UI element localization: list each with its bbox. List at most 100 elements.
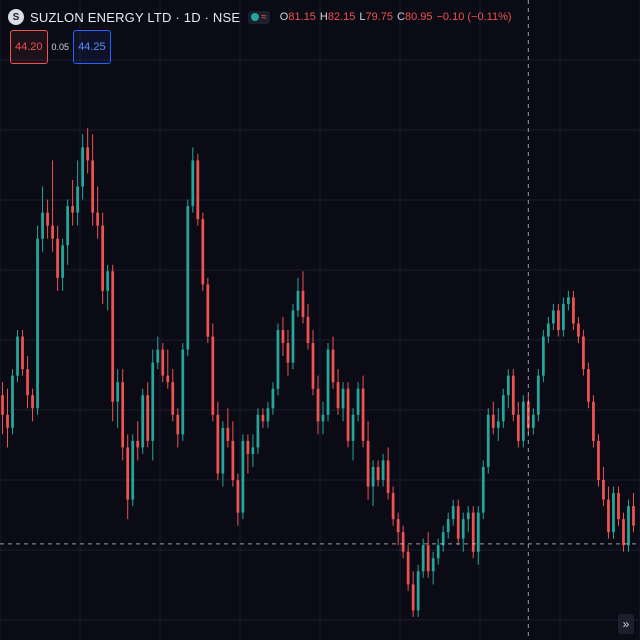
candle-body bbox=[461, 519, 465, 539]
candle bbox=[607, 486, 610, 539]
candle-body bbox=[231, 440, 235, 480]
candle bbox=[51, 160, 54, 252]
candle-body bbox=[256, 414, 260, 448]
candle-body bbox=[41, 212, 44, 239]
candle bbox=[577, 316, 580, 344]
candle-body bbox=[31, 395, 34, 409]
candle bbox=[551, 303, 555, 330]
candle-body bbox=[416, 571, 420, 611]
candle-body bbox=[156, 349, 160, 363]
candle bbox=[431, 551, 435, 585]
sell-button[interactable]: 44.20 bbox=[10, 30, 48, 64]
candle-body bbox=[251, 447, 255, 454]
candle-body bbox=[161, 349, 165, 376]
candle-body bbox=[21, 336, 24, 370]
candle bbox=[582, 330, 585, 376]
candle-body bbox=[562, 303, 565, 330]
candle bbox=[161, 343, 165, 383]
candle-body bbox=[501, 395, 505, 422]
candle bbox=[96, 186, 100, 239]
candle bbox=[216, 401, 220, 480]
candle bbox=[521, 395, 525, 448]
candle-body bbox=[241, 440, 245, 513]
candle-body bbox=[386, 460, 390, 494]
candle-body bbox=[451, 506, 455, 520]
candle bbox=[361, 375, 365, 448]
candle bbox=[321, 401, 325, 435]
candle bbox=[406, 545, 410, 591]
candle-body bbox=[296, 290, 300, 311]
candle bbox=[416, 564, 420, 617]
candle-body bbox=[516, 414, 520, 441]
ohlc-open: O81.15 bbox=[279, 11, 316, 23]
candle bbox=[421, 538, 425, 578]
candle-body bbox=[101, 225, 105, 291]
candle bbox=[46, 199, 49, 239]
candle bbox=[356, 382, 360, 422]
candle-body bbox=[86, 147, 90, 161]
status-wave-icon: ≈ bbox=[261, 11, 267, 23]
candle-body bbox=[421, 545, 425, 572]
candle bbox=[311, 330, 315, 396]
candle-body bbox=[236, 480, 240, 513]
candle bbox=[351, 408, 355, 461]
scroll-to-realtime-button[interactable]: » bbox=[618, 614, 634, 634]
candle-body bbox=[371, 466, 375, 487]
symbol-title[interactable]: SUZLON ENERGY LTD · 1D · NSE bbox=[30, 9, 241, 25]
candle bbox=[541, 330, 545, 383]
candle bbox=[101, 212, 105, 304]
candle bbox=[326, 343, 330, 422]
candle bbox=[11, 369, 14, 435]
candle bbox=[291, 303, 295, 370]
candle-body bbox=[186, 206, 190, 350]
candle bbox=[331, 336, 335, 389]
candle bbox=[306, 303, 310, 350]
candle-body bbox=[276, 330, 280, 389]
candle bbox=[226, 408, 230, 448]
candle-body bbox=[116, 382, 120, 402]
candle bbox=[276, 323, 280, 396]
candle-body bbox=[592, 401, 595, 441]
candle-body bbox=[361, 388, 365, 441]
candle bbox=[26, 356, 29, 409]
candle bbox=[186, 199, 190, 357]
candle bbox=[266, 401, 270, 428]
candle bbox=[567, 290, 570, 311]
candle bbox=[206, 277, 210, 344]
candle bbox=[211, 323, 215, 422]
candle-body bbox=[6, 414, 9, 428]
candle-body bbox=[206, 284, 210, 337]
candle bbox=[196, 153, 200, 226]
candle-body bbox=[607, 499, 610, 533]
candle-body bbox=[411, 584, 415, 611]
candle bbox=[171, 369, 175, 422]
market-status-button[interactable]: ≈ bbox=[248, 10, 270, 24]
candle bbox=[617, 486, 620, 526]
candle bbox=[587, 362, 590, 409]
candle bbox=[436, 538, 440, 565]
candle-body bbox=[632, 506, 635, 526]
candle bbox=[256, 408, 260, 454]
candle bbox=[296, 277, 300, 317]
candle bbox=[476, 506, 480, 565]
candle-body bbox=[61, 245, 64, 278]
candle-body bbox=[622, 519, 625, 546]
candle bbox=[632, 493, 635, 533]
candle bbox=[286, 330, 290, 376]
candle-body bbox=[391, 493, 395, 520]
candle-body bbox=[511, 375, 515, 415]
candle-body bbox=[341, 388, 345, 409]
candle-body bbox=[496, 421, 500, 428]
symbol-legend: S SUZLON ENERGY LTD · 1D · NSE ≈ O81.15 … bbox=[8, 6, 512, 28]
candle-body bbox=[597, 440, 600, 480]
candle bbox=[546, 316, 550, 344]
candle bbox=[627, 499, 630, 552]
candle-body bbox=[1, 395, 4, 415]
candle-body bbox=[366, 440, 370, 487]
candle-body bbox=[121, 382, 125, 448]
candle-body bbox=[301, 290, 305, 317]
buy-button[interactable]: 44.25 bbox=[73, 30, 111, 64]
candle bbox=[336, 369, 340, 415]
candle bbox=[91, 134, 95, 226]
